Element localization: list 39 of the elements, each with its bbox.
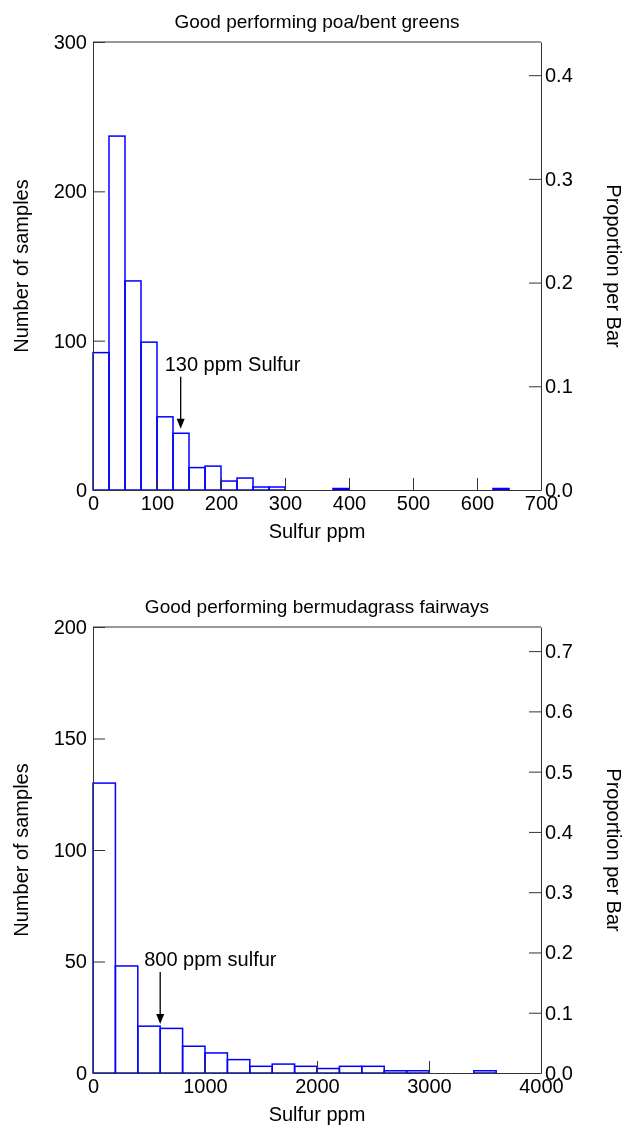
y-tick-label: 200 xyxy=(53,615,87,638)
x-tick-label: 1000 xyxy=(183,1075,228,1098)
y-tick-label: 100 xyxy=(53,838,87,861)
y2-tick-label: 0.6 xyxy=(545,700,573,723)
y-tick-label: 0 xyxy=(75,478,87,501)
x-tick-label: 400 xyxy=(332,492,367,515)
y2-tick-label: 0.1 xyxy=(545,1001,573,1024)
y2-tick-label: 0.7 xyxy=(545,640,573,663)
x-axis-title: Sulfur ppm xyxy=(268,1103,366,1125)
y2-tick-label: 0.5 xyxy=(545,760,573,783)
chart-title: Good performing bermudagrass fairways xyxy=(144,596,490,617)
y-tick-label: 0 xyxy=(75,1061,87,1084)
x-tick-label: 3000 xyxy=(407,1075,452,1098)
y-axis-title: Number of samples xyxy=(10,179,32,353)
x-tick-label: 600 xyxy=(460,492,495,515)
y2-tick-label: 0.4 xyxy=(545,64,573,87)
y2-tick-label: 0.2 xyxy=(545,941,573,964)
x-tick-label: 2000 xyxy=(295,1075,340,1098)
x-tick-label: 500 xyxy=(396,492,431,515)
y2-tick-label: 0.2 xyxy=(545,271,573,294)
annotation: 130 ppm Sulfur xyxy=(164,352,301,375)
y2-tick-label: 0.1 xyxy=(545,375,573,398)
x-tick-label: 200 xyxy=(204,492,239,515)
y2-axis-title: Proportion per Bar xyxy=(603,768,625,933)
y-axis-title: Number of samples xyxy=(10,763,32,937)
x-axis-title: Sulfur ppm xyxy=(268,520,366,542)
y2-tick-label: 0.4 xyxy=(545,820,573,843)
x-tick-label: 300 xyxy=(268,492,303,515)
x-tick-label: 100 xyxy=(140,492,175,515)
y-tick-label: 100 xyxy=(53,329,87,352)
y2-tick-label: 0.3 xyxy=(545,167,573,190)
chart-title: Good performing poa/bent greens xyxy=(174,11,460,32)
annotation: 800 ppm sulfur xyxy=(144,947,277,970)
y-tick-label: 200 xyxy=(53,180,87,203)
y-tick-label: 150 xyxy=(53,727,87,750)
y-tick-label: 300 xyxy=(53,30,87,53)
y2-tick-label: 0.3 xyxy=(545,881,573,904)
y-tick-label: 50 xyxy=(64,950,87,973)
y2-axis-title: Proportion per Bar xyxy=(603,184,625,349)
